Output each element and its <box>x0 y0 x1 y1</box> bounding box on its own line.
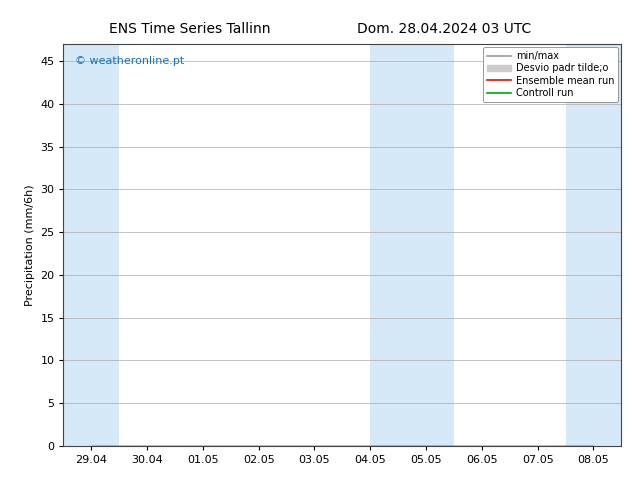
Text: © weatheronline.pt: © weatheronline.pt <box>75 56 184 66</box>
Bar <box>370 44 454 446</box>
Bar <box>63 44 119 446</box>
Legend: min/max, Desvio padr tilde;o, Ensemble mean run, Controll run: min/max, Desvio padr tilde;o, Ensemble m… <box>483 47 618 102</box>
Y-axis label: Precipitation (mm/6h): Precipitation (mm/6h) <box>25 184 35 306</box>
Bar <box>566 44 621 446</box>
Text: Dom. 28.04.2024 03 UTC: Dom. 28.04.2024 03 UTC <box>357 22 531 36</box>
Text: ENS Time Series Tallinn: ENS Time Series Tallinn <box>110 22 271 36</box>
